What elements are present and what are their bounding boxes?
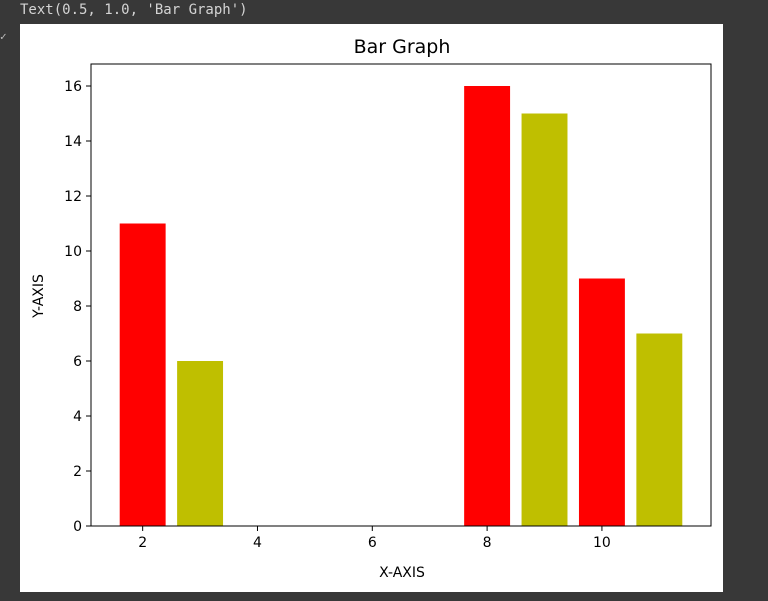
y-tick-label: 0 (73, 519, 82, 535)
y-tick-label: 12 (64, 189, 82, 205)
x-axis-label: X-AXIS (379, 565, 425, 581)
bar-series1-x2 (119, 223, 166, 526)
y-tick-label: 10 (64, 244, 82, 260)
bar-series2-x9 (521, 113, 568, 526)
x-tick-label: 4 (253, 535, 262, 551)
chart-title: Bar Graph (354, 36, 451, 58)
bar-series1-x8 (464, 86, 511, 526)
cell-output-text: Text(0.5, 1.0, 'Bar Graph') (20, 2, 248, 18)
y-tick-label: 6 (73, 354, 82, 370)
x-tick-label: 8 (483, 535, 492, 551)
y-tick-label: 8 (73, 299, 82, 315)
y-tick-label: 16 (64, 79, 82, 95)
bar-series2-x3 (177, 361, 224, 526)
plot-frame (90, 63, 712, 527)
bar-series1-x10 (578, 278, 625, 526)
bar-chart: Bar Graph 2 4 6 8 10 0 2 4 6 8 10 12 14 16 X-AXIS Y-A… (31, 36, 712, 581)
x-tick-label: 10 (593, 535, 611, 551)
y-tick-label: 14 (64, 134, 82, 150)
y-tick-label: 4 (73, 409, 82, 425)
chart-figure: Bar Graph 2 4 6 8 10 0 2 4 6 8 10 12 14 16 X-AXIS Y-A… (20, 24, 723, 592)
x-tick-label: 2 (138, 535, 147, 551)
y-axis-label: Y-AXIS (31, 274, 47, 319)
bar-series2-x11 (636, 333, 683, 526)
y-tick-label: 2 (73, 464, 82, 480)
cell-status-icon: ✓ (0, 30, 7, 43)
x-tick-label: 6 (368, 535, 377, 551)
